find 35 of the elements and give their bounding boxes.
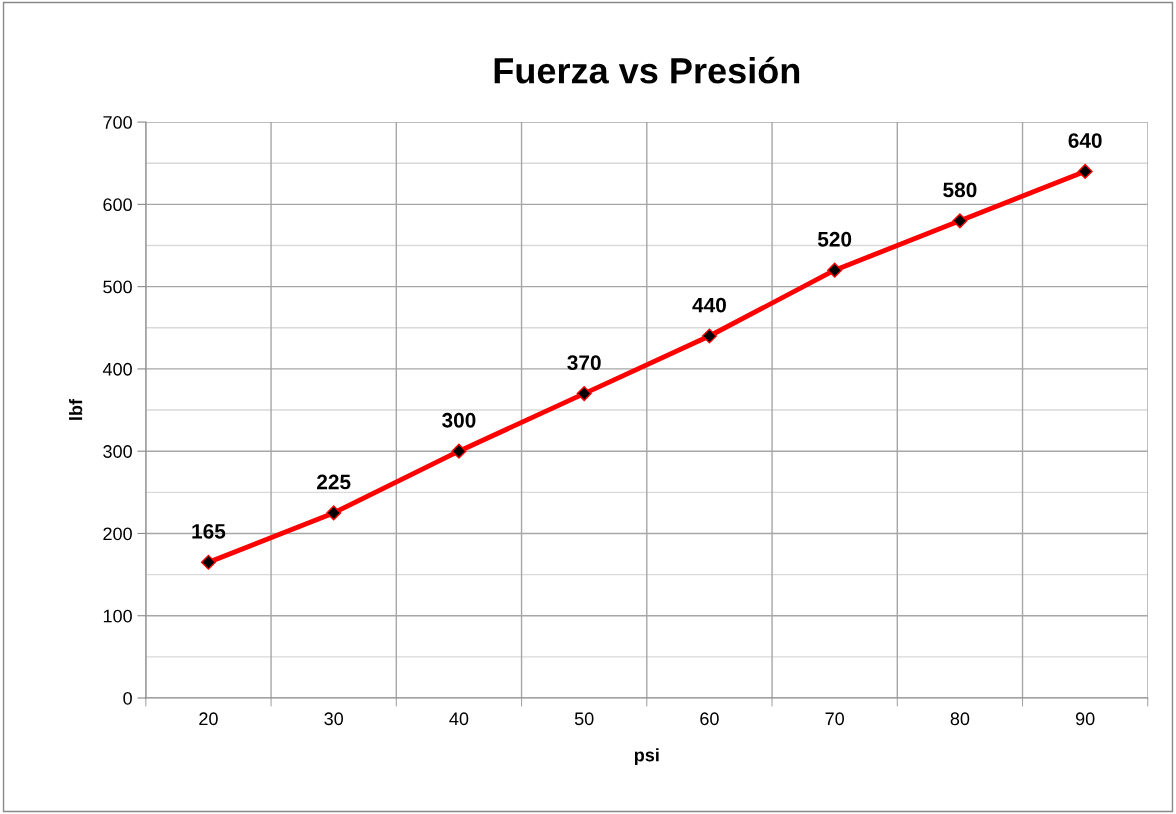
point [701, 328, 717, 344]
x-tick-label: 50 [574, 712, 594, 726]
data-label: 225 [317, 474, 351, 490]
point [827, 262, 843, 278]
y-tick-label: 400 [102, 362, 132, 376]
point [451, 443, 467, 459]
y-tick-label: 100 [103, 609, 132, 623]
x-tick-label: 30 [324, 712, 344, 726]
x-tick-label: 20 [199, 712, 218, 726]
x-tick-label: 90 [1075, 712, 1095, 726]
y-tick-label: 600 [103, 198, 132, 212]
x-axis-title: psi [634, 748, 659, 765]
x-tick-label: 60 [700, 712, 719, 726]
y-tick-label: 500 [103, 280, 132, 294]
data-label: 520 [817, 231, 852, 247]
chart-title: Fuerza vs Presión [494, 56, 800, 84]
x-tick-label: 80 [950, 712, 970, 726]
data-label: 640 [1068, 133, 1102, 148]
data-label: 370 [567, 355, 601, 371]
point [1077, 163, 1093, 180]
data-label: 580 [943, 182, 977, 198]
y-tick-label: 200 [103, 527, 132, 541]
x-tick-label: 70 [825, 712, 844, 726]
point [326, 505, 342, 521]
data-label: 300 [442, 412, 476, 428]
point [200, 554, 217, 570]
point [952, 213, 968, 229]
y-axis-title: lbf [69, 398, 83, 420]
data-label: 440 [692, 297, 726, 313]
y-tick-label: 700 [103, 116, 132, 129]
point [576, 386, 592, 402]
x-tick-label: 40 [449, 712, 469, 726]
data-label: 165 [192, 523, 226, 539]
y-tick-label: 300 [103, 445, 132, 458]
y-tick-label: 0 [123, 691, 132, 705]
